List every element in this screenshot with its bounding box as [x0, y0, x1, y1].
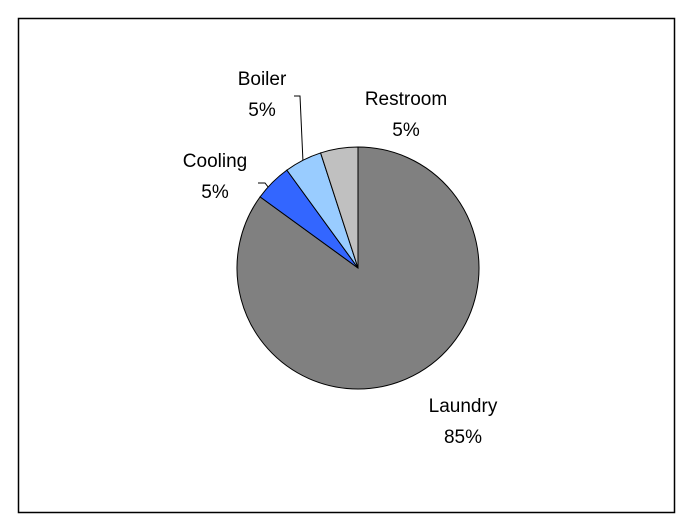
slice-value-label: 5%	[201, 182, 229, 203]
slice-label: Restroom	[365, 89, 447, 110]
pie-slice	[319, 146, 359, 269]
slice-label: Laundry	[429, 396, 498, 417]
slice-value-label: 5%	[392, 120, 420, 141]
slice-value-label: 85%	[444, 427, 482, 448]
slice-label: Boiler	[238, 69, 287, 90]
leader-line	[294, 95, 304, 163]
slice-value-label: 5%	[248, 100, 276, 121]
slice-label: Cooling	[183, 151, 247, 172]
